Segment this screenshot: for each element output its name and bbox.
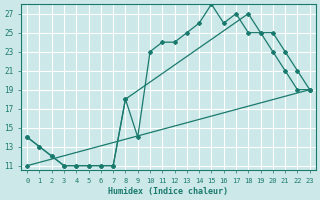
X-axis label: Humidex (Indice chaleur): Humidex (Indice chaleur) (108, 187, 228, 196)
